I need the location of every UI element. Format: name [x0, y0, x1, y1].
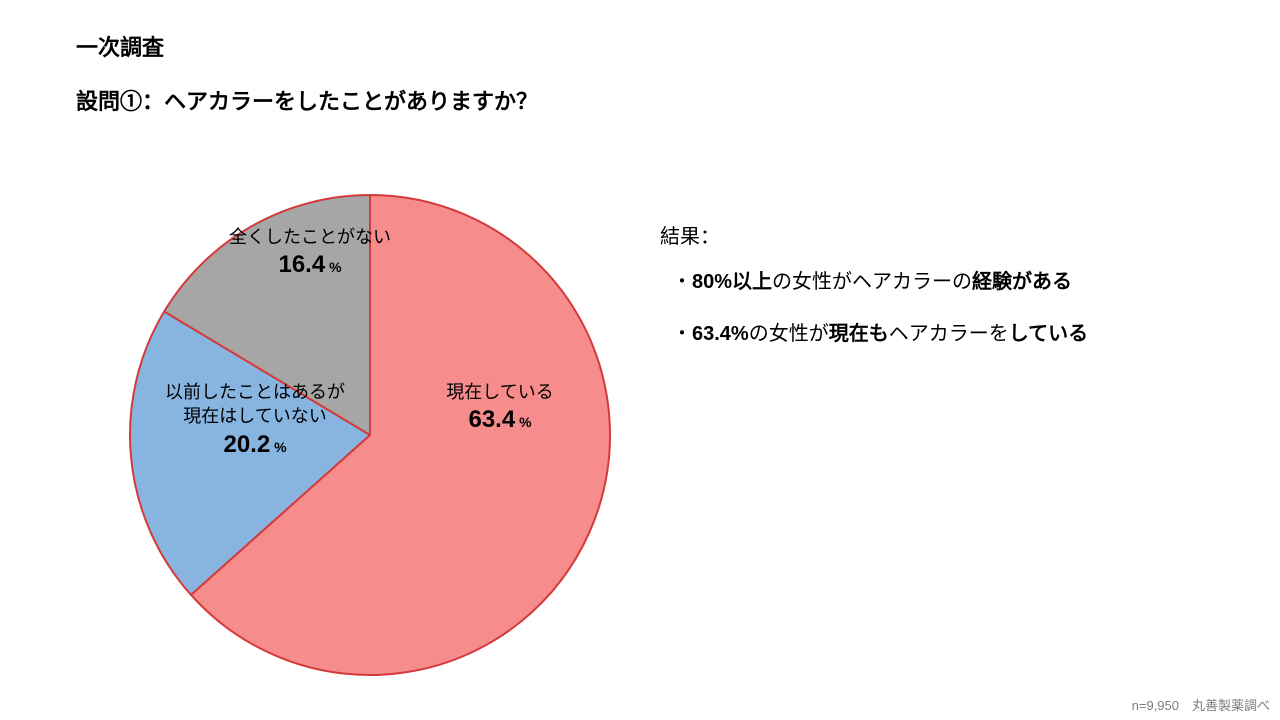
bullet: ・	[672, 323, 692, 345]
pie-slice-label: 現在している 63.4 %	[400, 380, 600, 437]
results-text: の女性が	[749, 323, 829, 345]
results-emph: 80%以上	[692, 271, 772, 293]
pie-slice-label: 全くしたことがない 16.4 %	[210, 225, 410, 282]
survey-slide: 一次調査 設問①：ヘアカラーをしたことがありますか？ 現在している 63.4 % 以…	[0, 0, 1280, 720]
results-text: の女性がヘアカラーの	[772, 271, 972, 293]
pie-slice-value: 63.4 %	[468, 414, 531, 431]
results-emph: 経験がある	[972, 271, 1072, 293]
pie-slice-label-text: 現在している	[400, 380, 600, 404]
results-emph: している	[1009, 323, 1088, 345]
pie-chart: 現在している 63.4 % 以前したことはあるが現在はしていない 20.2 % 全くした…	[100, 155, 640, 695]
bullet: ・	[672, 271, 692, 293]
results-block: 結果： ・80%以上の女性がヘアカラーの経験がある・63.4%の女性が現在もヘア…	[660, 220, 1260, 371]
results-line: ・63.4%の女性が現在もヘアカラーをしている	[672, 319, 1260, 349]
results-emph: 63.4%	[692, 323, 749, 345]
results-line: ・80%以上の女性がヘアカラーの経験がある	[672, 267, 1260, 297]
pie-slice-value: 16.4 %	[278, 259, 341, 276]
pie-slice-label-text: 現在はしていない	[150, 404, 360, 428]
pie-slice-label-text: 全くしたことがない	[210, 225, 410, 249]
results-emph: 現在も	[829, 323, 889, 345]
results-text: ヘアカラーを	[889, 323, 1009, 345]
sample-size-footnote: n=9,950 丸善製薬調べ	[1132, 695, 1270, 714]
pie-slice-value: 20.2 %	[223, 439, 286, 456]
pie-slice-label-text: 以前したことはあるが	[150, 380, 360, 404]
results-heading: 結果：	[660, 220, 1260, 249]
pie-slice-label: 以前したことはあるが現在はしていない 20.2 %	[150, 380, 360, 461]
survey-level-heading: 一次調査	[76, 30, 164, 62]
survey-question-heading: 設問①：ヘアカラーをしたことがありますか？	[76, 84, 538, 116]
